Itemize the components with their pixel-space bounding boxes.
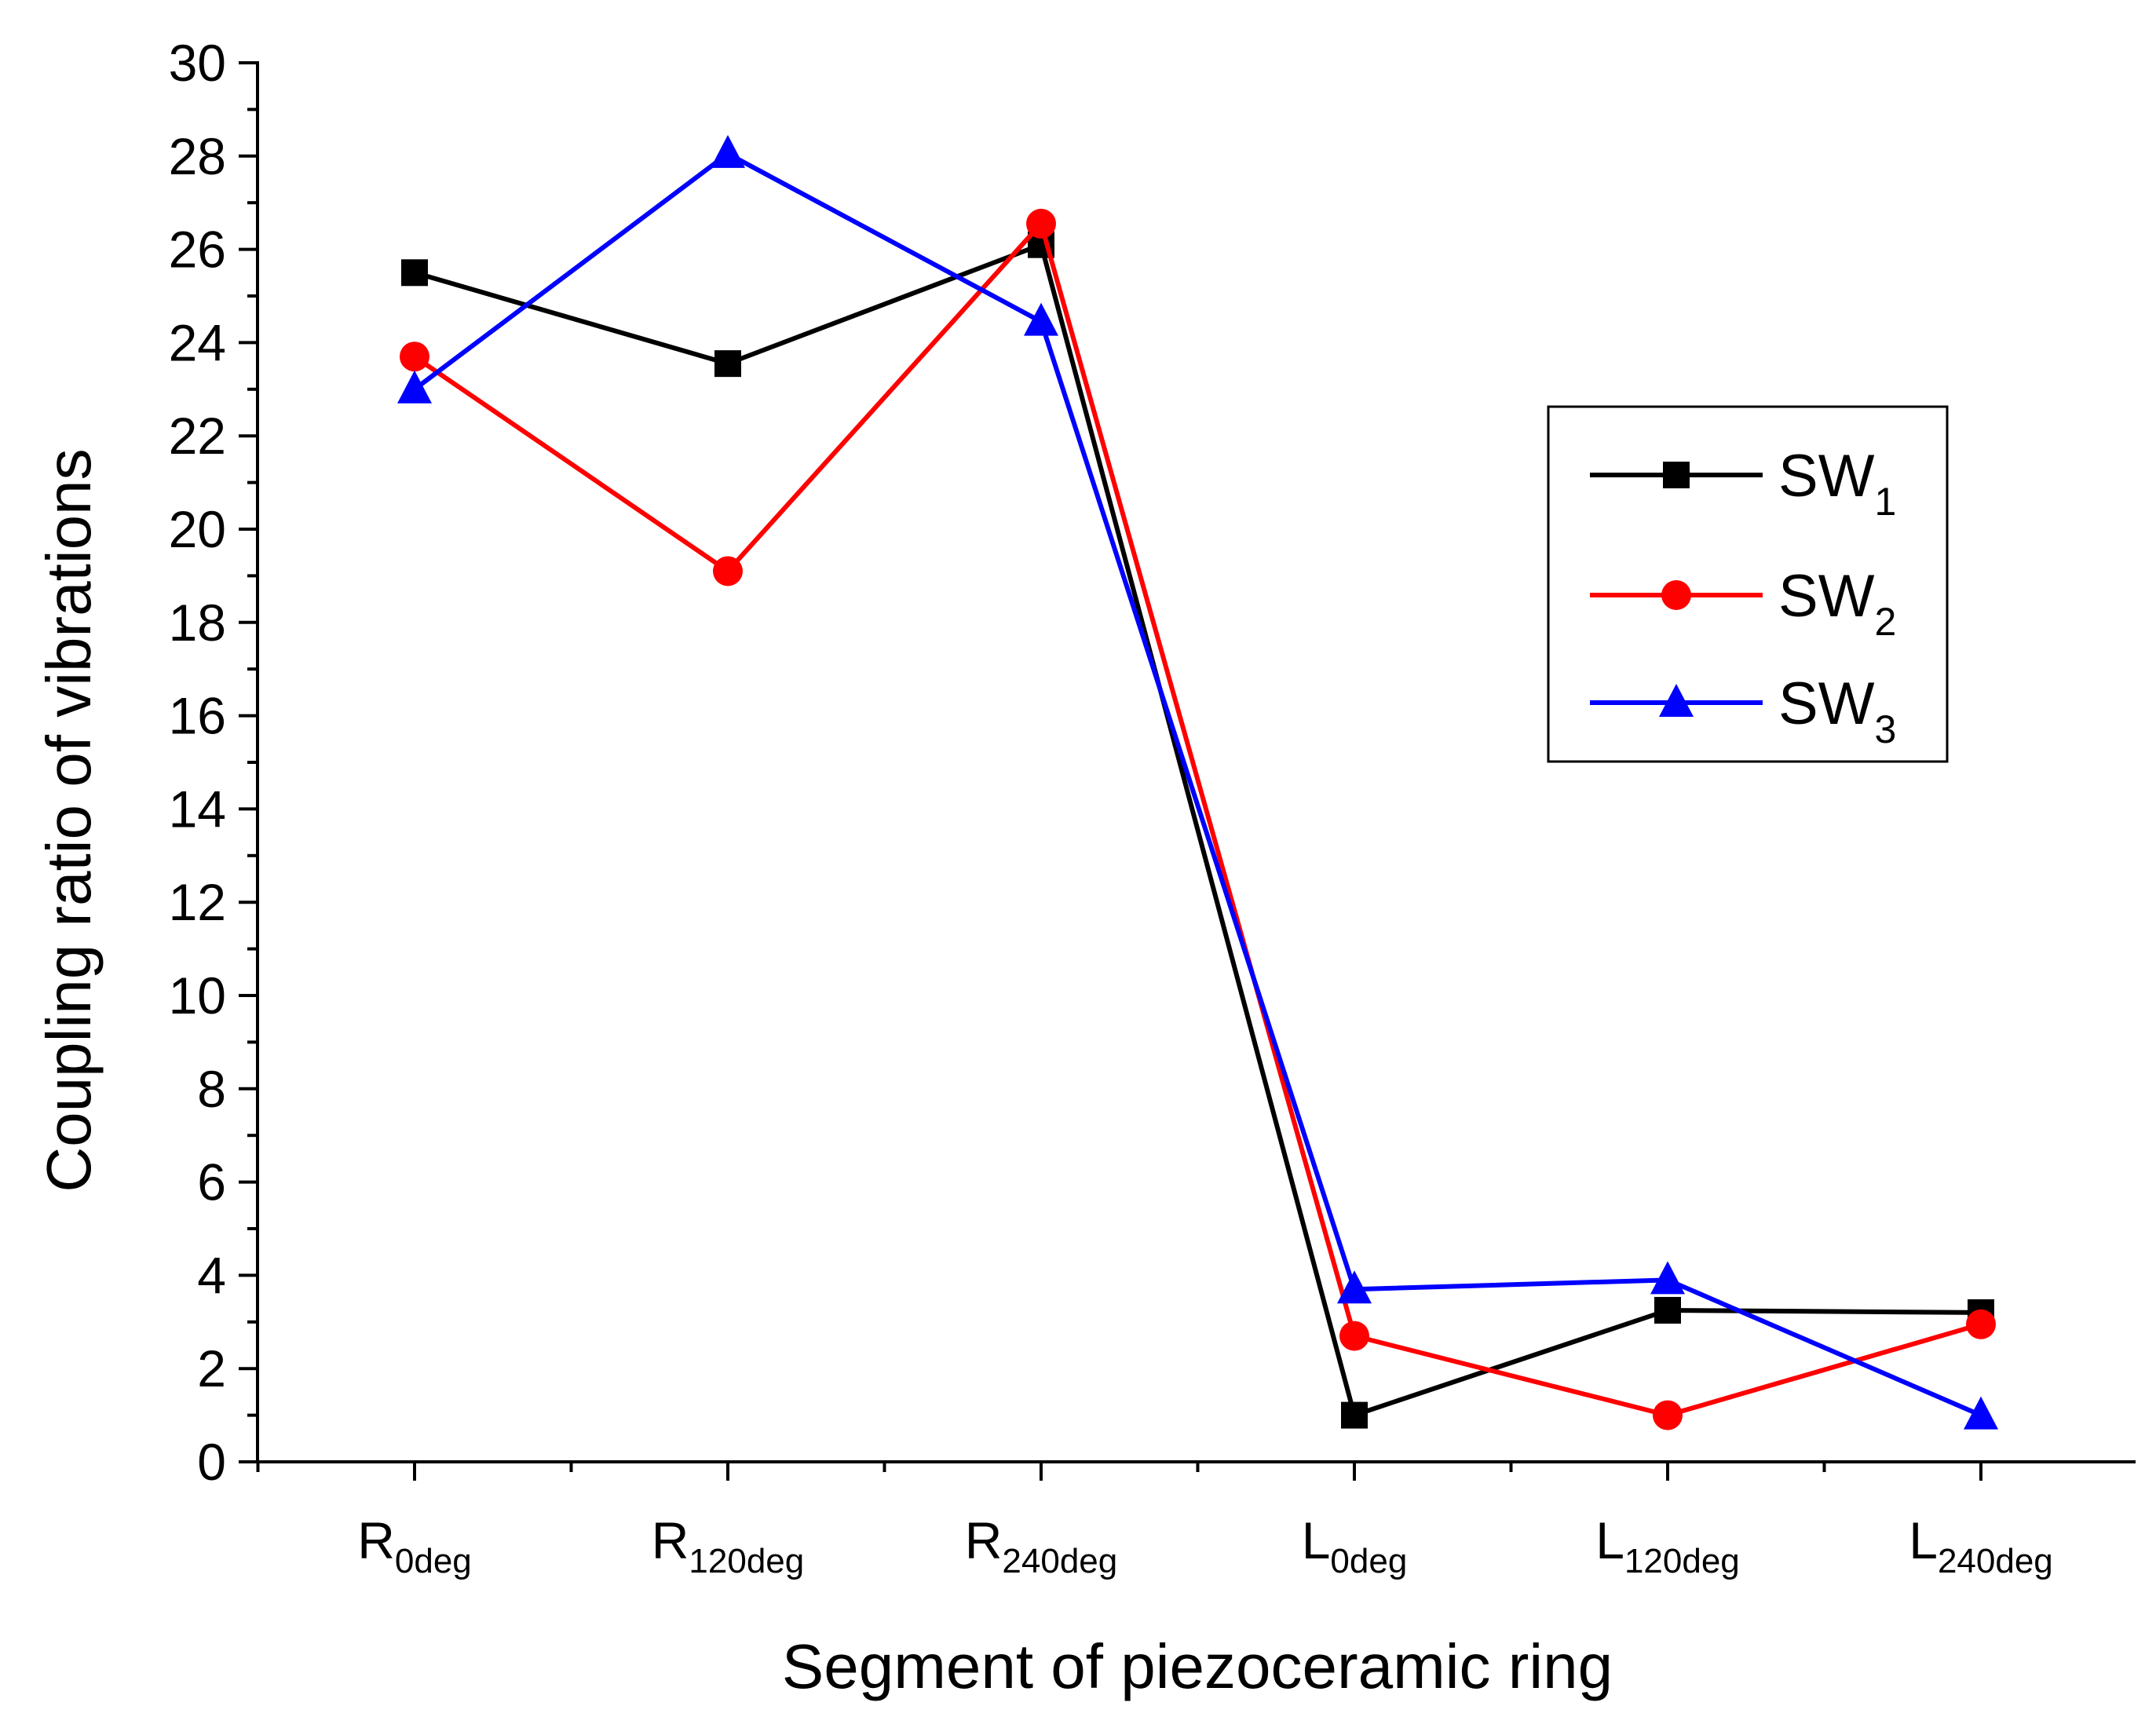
data-point (1337, 1270, 1372, 1304)
legend-label: SW2 (1778, 563, 1896, 644)
y-tick-label: 16 (169, 687, 226, 745)
y-tick-label: 0 (197, 1433, 226, 1491)
data-point (1339, 1321, 1369, 1351)
data-point (397, 370, 432, 404)
legend-marker (1659, 684, 1694, 717)
x-axis-title: Segment of piezoceramic ring (782, 1631, 1613, 1701)
series-sw1 (401, 231, 1994, 1429)
series-layer (397, 134, 1998, 1430)
y-tick-label: 26 (169, 221, 226, 279)
data-point (400, 342, 429, 372)
data-point (1026, 208, 1056, 239)
y-axis-title: Coupling ratio of vibrations (34, 448, 104, 1192)
y-tick-label: 30 (169, 34, 226, 92)
x-tick-label: R240deg (965, 1511, 1118, 1580)
data-point (1653, 1400, 1683, 1430)
series-line (413, 151, 1982, 1418)
y-tick-label: 8 (197, 1060, 226, 1118)
legend-label: SW3 (1778, 670, 1896, 751)
y-tick-label: 14 (169, 780, 226, 838)
y-tick-label: 4 (197, 1246, 226, 1304)
data-point (1966, 1309, 1996, 1339)
data-point (1654, 1296, 1681, 1324)
y-tick-label: 12 (169, 873, 226, 931)
data-point (1964, 1396, 1998, 1430)
x-tick-label: L0deg (1302, 1511, 1408, 1580)
data-point (1341, 1401, 1368, 1429)
data-point (1650, 1261, 1685, 1295)
x-tick-label: L240deg (1909, 1511, 2053, 1580)
y-tick-label: 24 (169, 313, 226, 371)
y-tick-label: 10 (169, 966, 226, 1025)
data-point (1024, 302, 1058, 336)
data-point (714, 350, 741, 378)
y-tick-label: 6 (197, 1153, 226, 1211)
series-sw3 (397, 134, 1998, 1430)
legend-marker (1663, 462, 1690, 488)
data-point (711, 134, 745, 168)
series-sw2 (400, 208, 1996, 1430)
legend: SW1 SW2 SW3 (1547, 405, 1949, 763)
series-line (413, 221, 1982, 1418)
y-tick-label: 28 (169, 127, 226, 185)
legend-marker (1661, 580, 1691, 610)
y-tick-label: 18 (169, 594, 226, 652)
x-tick-label: R0deg (357, 1511, 472, 1580)
legend-label: SW1 (1778, 443, 1896, 524)
x-tick-label: L120deg (1595, 1511, 1740, 1580)
x-tick-label: R120deg (652, 1511, 805, 1580)
y-tick-label: 2 (197, 1339, 226, 1397)
data-point (401, 259, 428, 287)
y-tick-label: 22 (169, 407, 226, 465)
series-line (414, 242, 1982, 1418)
y-tick-label: 20 (169, 500, 226, 558)
data-point (713, 556, 743, 586)
